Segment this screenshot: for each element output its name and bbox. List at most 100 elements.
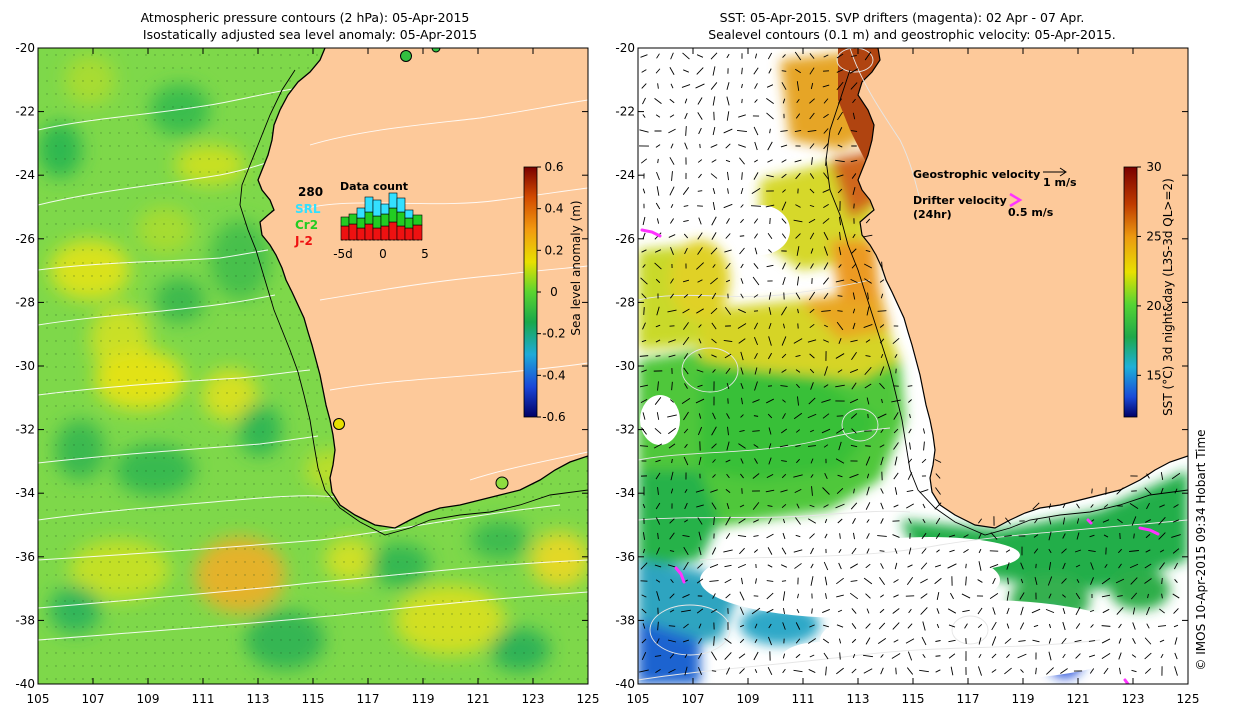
right-title-line1: SST: 05-Apr-2015. SVP drifters (magenta)… bbox=[720, 10, 1085, 25]
left-title-line2: Isostatically adjusted sea level anomaly… bbox=[143, 27, 477, 42]
australia-land bbox=[258, 48, 588, 528]
colorbar-tick: 0 bbox=[550, 285, 558, 299]
x-tick-label: 111 bbox=[792, 692, 815, 706]
drifter-velocity-scale: 0.5 m/s bbox=[1008, 206, 1054, 219]
y-tick-label: -30 bbox=[615, 359, 635, 373]
tide-gauge-marker bbox=[333, 418, 345, 430]
x-tick-label: 111 bbox=[192, 692, 215, 706]
data-count-total: 280 bbox=[298, 185, 323, 199]
y-tick-label: -22 bbox=[15, 105, 35, 119]
right-y-axis: -20 -22 -24 -26 -28 -30 -32 -34 -36 -38 -40 bbox=[615, 41, 1188, 691]
velocity-legend: Geostrophic velocity 1 m/s Drifter veloc… bbox=[913, 167, 1077, 221]
colorbar-tick: -0.4 bbox=[542, 368, 565, 382]
x-tick-label: 105 bbox=[27, 692, 50, 706]
x-tick-label: 109 bbox=[737, 692, 760, 706]
australia-land bbox=[858, 48, 1188, 528]
drifter-velocity-label: Drifter velocity bbox=[913, 194, 1007, 207]
sst-colorbar: 30 25 20 15 SST (°C) 3d night&day (L3S-3d Q… bbox=[1123, 160, 1175, 418]
tide-gauge-marker bbox=[431, 48, 441, 53]
colorbar-tick: 0.4 bbox=[544, 202, 563, 216]
sla-colorbar: 0.6 0.4 0.2 0 -0.2 -0.4 -0.6 Sea level anomaly… bbox=[523, 160, 583, 424]
sla-colorbar-label: Sea level anomaly (m) bbox=[569, 200, 583, 335]
colorbar-tick: 15 bbox=[1146, 368, 1161, 382]
y-tick-label: -36 bbox=[615, 550, 635, 564]
left-x-axis: 105 107 109 111 113 115 117 119 121 123 125 bbox=[27, 48, 599, 706]
y-tick-label: -38 bbox=[615, 613, 635, 627]
coastline bbox=[857, 48, 1188, 529]
sst-map-panel: SST: 05-Apr-2015. SVP drifters (magenta)… bbox=[615, 10, 1199, 706]
legend-srl: SRL bbox=[295, 202, 321, 216]
y-tick-label: -34 bbox=[15, 486, 35, 500]
y-tick-label: -20 bbox=[15, 41, 35, 55]
x-tick-label: 109 bbox=[137, 692, 160, 706]
drifter-velocity-label-2: (24hr) bbox=[913, 208, 952, 221]
left-y-axis: -20 -22 -24 -26 -28 -30 -32 -34 -36 -38 -40 bbox=[15, 41, 588, 691]
shelf-contour bbox=[239, 69, 588, 536]
x-tick-label: 119 bbox=[1012, 692, 1035, 706]
x-tick-label: 121 bbox=[467, 692, 490, 706]
colorbar-tick: -0.6 bbox=[542, 410, 565, 424]
dc-xtick: 0 bbox=[379, 247, 387, 261]
y-tick-label: -22 bbox=[615, 105, 635, 119]
geostrophic-velocity-arrows bbox=[639, 51, 1181, 676]
y-tick-label: -36 bbox=[15, 550, 35, 564]
y-tick-label: -32 bbox=[615, 423, 635, 437]
x-tick-label: 115 bbox=[302, 692, 325, 706]
y-tick-label: -20 bbox=[615, 41, 635, 55]
y-tick-label: -40 bbox=[615, 677, 635, 691]
x-tick-label: 119 bbox=[412, 692, 435, 706]
sla-map-panel: Atmospheric pressure contours (2 hPa): 0… bbox=[15, 10, 599, 706]
geo-velocity-label: Geostrophic velocity bbox=[913, 168, 1040, 181]
left-title-line1: Atmospheric pressure contours (2 hPa): 0… bbox=[141, 10, 470, 25]
legend-j2: J-2 bbox=[294, 234, 313, 248]
coastline bbox=[257, 48, 588, 529]
colorbar-tick: 20 bbox=[1146, 299, 1161, 313]
tide-gauge-marker bbox=[495, 476, 509, 490]
x-tick-label: 125 bbox=[1177, 692, 1200, 706]
y-tick-label: -34 bbox=[615, 486, 635, 500]
y-tick-label: -26 bbox=[615, 232, 635, 246]
x-tick-label: 107 bbox=[682, 692, 705, 706]
y-tick-label: -40 bbox=[15, 677, 35, 691]
y-tick-label: -28 bbox=[15, 295, 35, 309]
right-title-line2: Sealevel contours (0.1 m) and geostrophi… bbox=[708, 27, 1116, 42]
data-count-title: Data count bbox=[340, 180, 408, 193]
colorbar-tick: 0.6 bbox=[544, 160, 563, 174]
x-tick-label: 113 bbox=[847, 692, 870, 706]
svp-drifters bbox=[640, 228, 1160, 684]
legend-cr2: Cr2 bbox=[295, 218, 318, 232]
tide-gauge-marker bbox=[400, 50, 412, 62]
x-tick-label: 105 bbox=[627, 692, 650, 706]
dc-xtick: -5d bbox=[333, 247, 353, 261]
x-tick-label: 113 bbox=[247, 692, 270, 706]
y-tick-label: -24 bbox=[615, 168, 635, 182]
drifter-scale-arrow-icon bbox=[1009, 192, 1023, 208]
geo-velocity-scale: 1 m/s bbox=[1043, 176, 1077, 189]
x-tick-label: 121 bbox=[1067, 692, 1090, 706]
colorbar-tick: 25 bbox=[1146, 229, 1161, 243]
colorbar-tick: 0.2 bbox=[544, 243, 563, 257]
x-tick-label: 117 bbox=[357, 692, 380, 706]
shelf-contour bbox=[825, 69, 1188, 536]
right-x-axis: 105 107 109 111 113 115 117 119 121 123 125 bbox=[627, 48, 1200, 706]
y-tick-label: -30 bbox=[15, 359, 35, 373]
y-tick-label: -24 bbox=[15, 168, 35, 182]
y-tick-label: -38 bbox=[15, 613, 35, 627]
x-tick-label: 115 bbox=[902, 692, 925, 706]
colorbar-tick: 30 bbox=[1146, 160, 1161, 174]
x-tick-label: 123 bbox=[522, 692, 545, 706]
imos-credit: © IMOS 10-Apr-2015 09:34 Hobart Time bbox=[1194, 429, 1208, 670]
y-tick-label: -28 bbox=[615, 295, 635, 309]
x-tick-label: 107 bbox=[82, 692, 105, 706]
x-tick-label: 117 bbox=[957, 692, 980, 706]
dc-xtick: 5 bbox=[421, 247, 429, 261]
y-tick-label: -32 bbox=[15, 423, 35, 437]
data-count-histogram bbox=[340, 192, 423, 241]
sst-colorbar-label: SST (°C) 3d night&day (L3S-3d QL>=2) bbox=[1161, 178, 1175, 416]
sealevel-contours bbox=[638, 48, 1188, 681]
y-tick-label: -26 bbox=[15, 232, 35, 246]
x-tick-label: 123 bbox=[1122, 692, 1145, 706]
colorbar-tick: -0.2 bbox=[542, 327, 565, 341]
land-contours bbox=[299, 99, 588, 481]
